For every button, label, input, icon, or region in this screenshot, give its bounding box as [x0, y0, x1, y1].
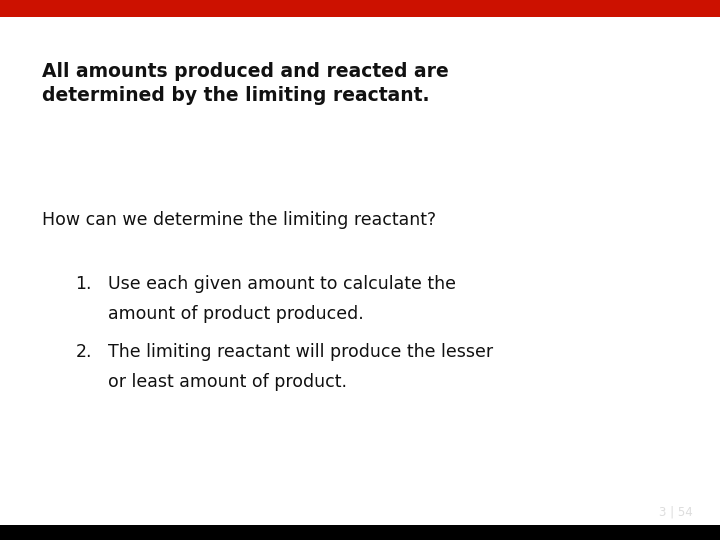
Bar [0, 0, 720, 17]
Text: 2.: 2. [76, 343, 92, 361]
Text: All amounts produced and reacted are
determined by the limiting reactant.: All amounts produced and reacted are det… [42, 62, 449, 105]
Bar [0, 525, 720, 540]
Text: Use each given amount to calculate the: Use each given amount to calculate the [108, 275, 456, 293]
Text: 1.: 1. [76, 275, 92, 293]
Text: How can we determine the limiting reactant?: How can we determine the limiting reacta… [42, 211, 436, 228]
Text: or least amount of product.: or least amount of product. [108, 373, 347, 390]
Text: amount of product produced.: amount of product produced. [108, 305, 364, 323]
Text: The limiting reactant will produce the lesser: The limiting reactant will produce the l… [108, 343, 493, 361]
Text: 3 | 54: 3 | 54 [659, 505, 693, 518]
